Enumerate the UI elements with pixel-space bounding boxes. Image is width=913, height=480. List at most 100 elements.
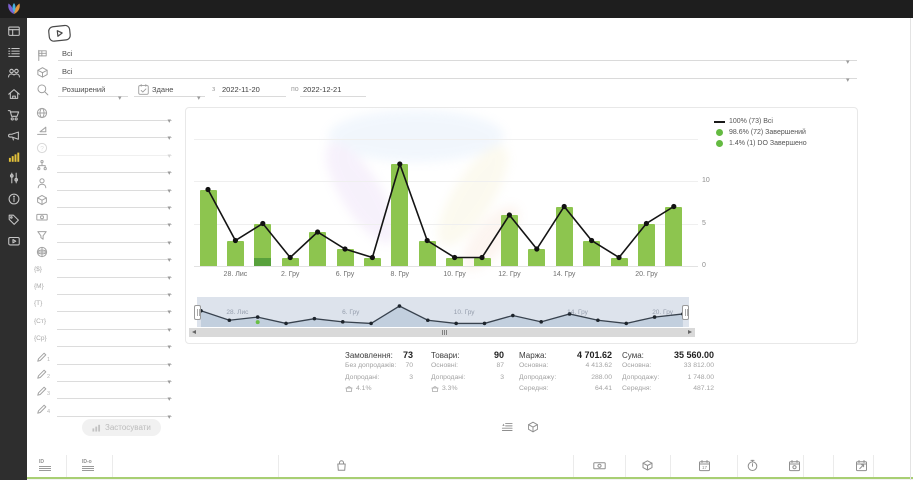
stat-sub-row: Середня: 64.41 — [519, 383, 612, 395]
package-select[interactable] — [57, 193, 172, 208]
stat-sub-label: Основна: — [622, 362, 652, 369]
globe-select[interactable] — [57, 106, 172, 121]
stat-column-1: Замовлення: 73 Без допродажів: 70 Допродані:… — [345, 350, 413, 395]
stat-column-2: Товари: 90 Основні: 87 Допродані: 3 3.3% — [431, 350, 504, 395]
bag-icon[interactable] — [335, 459, 349, 473]
status-select[interactable] — [58, 47, 857, 61]
cube-icon[interactable] — [641, 459, 655, 473]
id-lines-icon[interactable]: ID — [39, 460, 51, 471]
stat-sub-value: 64.41 — [594, 385, 612, 392]
product-caret-icon[interactable] — [846, 69, 850, 87]
x-tick-label: 28. Лис — [223, 271, 248, 278]
filter-row-package — [0, 193, 180, 210]
bar-chart-icon[interactable] — [7, 150, 21, 164]
bar-segment-completed — [309, 232, 327, 266]
apply-button[interactable]: Застосувати — [82, 419, 161, 436]
stat-title-label: Замовлення: — [345, 351, 393, 360]
banknote-select[interactable] — [57, 210, 172, 226]
handle-grip — [686, 309, 688, 316]
list-sort-icon[interactable] — [501, 421, 513, 433]
help-select[interactable] — [57, 141, 172, 156]
pencil-1-select[interactable] — [57, 350, 172, 365]
x-tick-label: 6. Гру — [335, 271, 355, 278]
hierarchy-select[interactable] — [57, 158, 172, 174]
video-icon[interactable] — [7, 234, 21, 248]
pencil-4-icon — [36, 403, 49, 416]
cp-braces-select[interactable] — [57, 332, 172, 348]
help-icon: ? — [36, 142, 49, 155]
filter-row-web — [0, 245, 180, 262]
bar-segment-completed — [500, 215, 518, 266]
stat-sub-row: Допродажу: 1 748.00 — [622, 372, 714, 384]
pencil-number: 4 — [47, 408, 51, 415]
navigator-scrollbar[interactable] — [189, 328, 695, 337]
currency-braces-select[interactable] — [57, 263, 172, 278]
web-select[interactable] — [57, 245, 172, 261]
warehouse-icon[interactable] — [7, 87, 21, 101]
date-type-select[interactable] — [134, 83, 205, 97]
calendar-dot-icon[interactable] — [788, 459, 802, 473]
pencil-number: 1 — [47, 356, 51, 363]
level-select[interactable] — [57, 123, 172, 139]
filter-row-funnel — [0, 228, 180, 245]
x-tick-label: 12. Гру — [498, 271, 521, 278]
stat-sub-value: 1 748.00 — [687, 373, 714, 381]
m-braces-select[interactable] — [57, 280, 172, 295]
stat-sub-row: Допродажу: 288.00 — [519, 372, 612, 384]
banknote-icon[interactable] — [593, 459, 607, 473]
scroll-right-arrow-icon[interactable] — [688, 330, 692, 334]
info-icon[interactable] — [7, 192, 21, 206]
date-from-input[interactable] — [219, 83, 286, 97]
product-select-value: Всі — [62, 67, 73, 76]
x-tick-label: 14. Гру — [552, 271, 576, 278]
id-o-lines-icon[interactable]: ID-o — [82, 460, 94, 471]
stat-sub-label: Допродажу: — [622, 373, 660, 381]
orders-list-icon[interactable] — [7, 45, 21, 59]
cart-icon[interactable] — [7, 108, 21, 122]
date-type-caret-icon[interactable] — [197, 87, 201, 105]
filter-row-person — [0, 176, 180, 193]
ct-braces-select[interactable] — [57, 315, 172, 330]
scrollbar-grip[interactable] — [442, 330, 447, 335]
bar-segment-completed — [610, 257, 628, 266]
search-mode-caret-icon[interactable] — [118, 87, 122, 105]
t-braces-select[interactable] — [57, 297, 172, 313]
cube-icon[interactable] — [527, 421, 539, 433]
person-select[interactable] — [57, 176, 172, 191]
navigator-right-handle[interactable] — [682, 305, 689, 320]
stat-sub-row: Допродані: 3 — [345, 372, 413, 384]
funnel-select[interactable] — [57, 228, 172, 243]
navigator-left-handle[interactable] — [194, 305, 201, 320]
scroll-left-arrow-icon[interactable] — [192, 330, 196, 334]
brand-logo-icon — [8, 3, 20, 14]
pencil-3-icon — [36, 385, 49, 398]
sliders-icon[interactable] — [7, 171, 21, 185]
stat-sub-label: Допродані: — [345, 373, 380, 381]
product-select[interactable] — [58, 65, 857, 79]
megaphone-icon[interactable] — [7, 129, 21, 143]
search-mode-select[interactable] — [58, 83, 128, 97]
dropdown-caret-icon[interactable] — [167, 406, 171, 424]
pencil-4-select[interactable] — [57, 402, 172, 417]
help-video-button[interactable] — [47, 24, 73, 43]
pencil-3-select[interactable] — [57, 384, 172, 400]
date-type-value: Здане — [152, 85, 174, 94]
y-tick-label: 5 — [702, 219, 706, 227]
legend-item[interactable]: 98.6% (72) Завершений — [714, 127, 807, 138]
legend-item[interactable]: 100% (73) Всі — [714, 116, 807, 127]
users-icon[interactable] — [7, 66, 21, 80]
dashboard-icon[interactable] — [7, 24, 21, 38]
timer-icon[interactable] — [746, 459, 760, 473]
calendar-17-icon[interactable]: 17 — [698, 459, 712, 473]
legend-item[interactable]: 1.4% (1) DO Завершено — [714, 138, 807, 149]
stat-sub-value: 4.1% — [356, 385, 372, 392]
apply-button-label: Застосувати — [105, 423, 151, 432]
tag-icon[interactable] — [7, 213, 21, 227]
stat-sub-value: 3.3% — [442, 385, 458, 392]
calendar-arrow-icon[interactable] — [855, 459, 869, 473]
stat-title-value: 4 701.62 — [576, 350, 612, 360]
lines-glyph — [82, 466, 94, 471]
pencil-2-select[interactable] — [57, 367, 172, 382]
date-to-input[interactable] — [300, 83, 366, 97]
navigator-selected-range[interactable] — [197, 297, 689, 327]
